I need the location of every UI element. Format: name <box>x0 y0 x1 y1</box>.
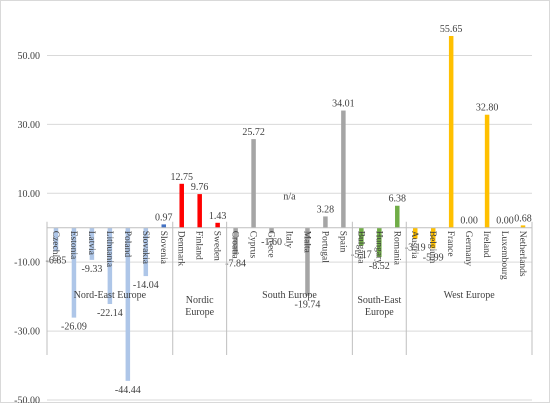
bar <box>233 227 238 255</box>
category-label: Ireland <box>481 231 491 258</box>
group-label: Nord-East Europe <box>74 290 147 301</box>
bar <box>341 110 346 228</box>
category-label: Malta <box>301 231 311 254</box>
bar <box>448 35 454 228</box>
bar <box>125 227 131 381</box>
data-label: 12.75 <box>170 172 193 183</box>
category-label: Latvia <box>86 231 96 256</box>
data-label: -5.17 <box>351 250 372 261</box>
data-label: -6.85 <box>46 255 67 266</box>
bar <box>53 227 59 252</box>
data-label: n/a <box>283 192 296 203</box>
bar <box>215 222 220 228</box>
y-tick-label: -30.00 <box>14 327 40 338</box>
category-label: Austria <box>409 231 419 260</box>
bar <box>412 227 418 239</box>
y-tick-label: -50.00 <box>14 396 40 403</box>
category-label: Portugal <box>319 231 329 264</box>
category-label: Spain <box>337 231 347 253</box>
data-label: 0.00 <box>460 216 478 227</box>
category-label: Romania <box>391 231 401 266</box>
category-label: Germany <box>463 231 473 267</box>
group-label: Europe <box>185 307 214 318</box>
y-tick-label: -10.00 <box>14 258 40 269</box>
category-label: Poland <box>122 231 132 258</box>
category-label: Hungary <box>373 231 383 264</box>
data-label: 0.68 <box>514 213 532 224</box>
data-label: -44.44 <box>115 385 141 396</box>
category-label: Belgium <box>427 231 437 264</box>
category-label: Sweden <box>212 231 222 261</box>
category-label: Cyprus <box>248 231 258 259</box>
category-label: Croatia <box>230 231 240 260</box>
category-label: Denmark <box>176 231 186 267</box>
y-tick-label: 50.00 <box>18 51 41 62</box>
bar <box>161 224 167 228</box>
group-label: West Europe <box>444 290 496 301</box>
group-label: South-East <box>357 295 401 306</box>
bar <box>377 227 382 258</box>
bar <box>430 227 436 249</box>
bar <box>359 227 364 246</box>
bar <box>323 216 328 228</box>
data-label: -22.14 <box>97 308 123 319</box>
bar <box>71 227 77 318</box>
data-label: 0.97 <box>155 212 173 223</box>
category-label: Finland <box>194 231 204 260</box>
data-label: 0.00 <box>496 216 514 227</box>
data-label: 3.28 <box>317 204 335 215</box>
data-label: -19.74 <box>295 300 321 311</box>
bar <box>395 205 400 228</box>
data-label: 32.80 <box>476 103 499 114</box>
y-tick-label: 30.00 <box>18 120 41 131</box>
data-label: -9.33 <box>81 264 102 275</box>
data-label: -14.04 <box>133 280 159 291</box>
data-label: 9.76 <box>191 182 209 193</box>
group-label: South Europe <box>262 290 317 301</box>
data-label: -8.52 <box>369 261 390 272</box>
category-label: Czechia <box>50 231 60 262</box>
category-label: France <box>445 231 455 257</box>
bar <box>107 227 113 305</box>
data-label: -26.09 <box>61 322 87 333</box>
category-label: Estonia <box>68 231 78 260</box>
category-label: Italy <box>284 231 294 249</box>
category-label: Bulgaria <box>355 231 365 264</box>
category-label: Lithuania <box>104 231 114 268</box>
data-label: 25.72 <box>242 127 265 138</box>
data-label: 55.65 <box>440 24 463 35</box>
data-label: -3.19 <box>405 243 426 254</box>
data-label: -1.60 <box>261 237 282 248</box>
category-label: Greece <box>266 231 276 258</box>
category-label: Netherlands <box>517 231 527 277</box>
group-label: Nordic <box>186 295 214 306</box>
bar <box>89 227 95 260</box>
data-label: -7.84 <box>225 259 246 270</box>
bar <box>179 183 184 228</box>
bar <box>305 227 310 296</box>
data-label: 1.43 <box>209 211 227 222</box>
data-label: -5.99 <box>423 252 444 263</box>
bar <box>269 227 274 234</box>
category-label: Luxembourg <box>499 231 509 280</box>
bar <box>520 225 526 228</box>
y-tick-label: 10.00 <box>18 189 41 200</box>
bar <box>251 139 256 228</box>
group-label: Europe <box>365 307 394 318</box>
bar <box>197 194 202 228</box>
bar <box>484 114 490 228</box>
data-label: 34.01 <box>332 99 355 110</box>
category-label: Slovenia <box>158 231 168 265</box>
category-label: Slovakia <box>140 231 150 265</box>
data-label: 6.38 <box>389 194 407 205</box>
bar <box>143 227 149 277</box>
